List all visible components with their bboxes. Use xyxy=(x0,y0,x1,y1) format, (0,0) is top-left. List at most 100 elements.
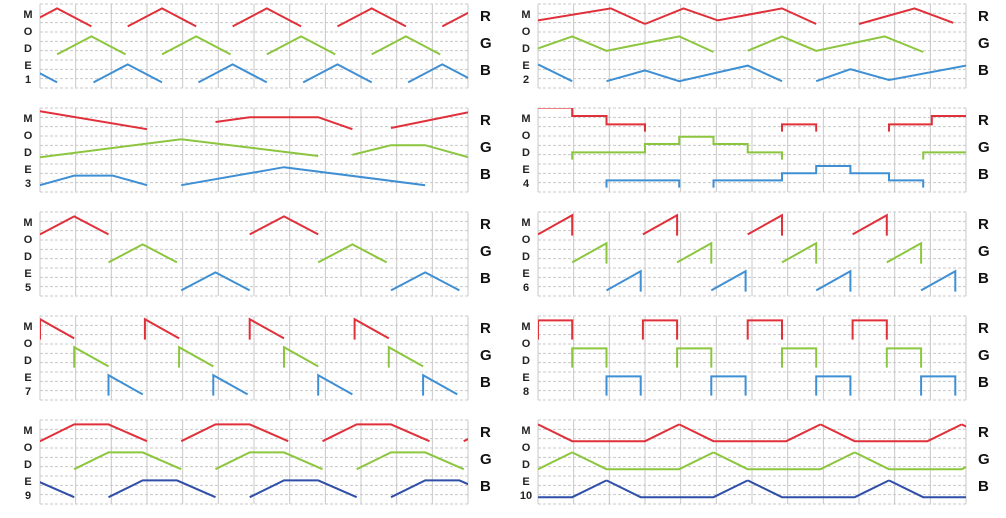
wave-g xyxy=(676,241,713,264)
mode-letter: D xyxy=(522,147,530,159)
mode-number: 5 xyxy=(25,282,31,294)
grid xyxy=(537,315,967,401)
mode-letter: D xyxy=(522,43,530,55)
mode-letter: O xyxy=(24,130,33,142)
grid xyxy=(537,3,967,89)
mode-letter: E xyxy=(24,372,31,384)
wave-b xyxy=(747,479,890,499)
mode-letter: D xyxy=(522,355,530,367)
mode-letter: E xyxy=(522,60,529,72)
mode-letter: E xyxy=(522,268,529,280)
mode-letter: O xyxy=(522,442,531,454)
waveforms xyxy=(538,7,966,83)
channel-label-g: G xyxy=(978,139,990,156)
wave-r xyxy=(322,423,430,443)
mode-number: 3 xyxy=(25,178,31,190)
wave-b xyxy=(180,271,251,292)
wave-r xyxy=(40,110,148,131)
mode-letter: O xyxy=(522,338,531,350)
wave-r xyxy=(40,215,109,236)
channel-label-b: B xyxy=(480,374,491,391)
wave-b xyxy=(606,269,642,292)
wave-r xyxy=(678,423,821,443)
mode-letter: E xyxy=(522,372,529,384)
mode-letter: M xyxy=(23,321,32,333)
wave-r xyxy=(40,318,75,340)
wave-r xyxy=(538,213,574,236)
mode-letter: D xyxy=(24,43,32,55)
channel-label-r: R xyxy=(978,320,989,337)
channel-label-g: G xyxy=(480,139,492,156)
wave-b xyxy=(888,479,966,499)
wave-g xyxy=(387,345,424,368)
wave-r xyxy=(40,7,92,28)
wave-g xyxy=(747,35,924,53)
mode-letter: M xyxy=(521,321,530,333)
wave-b xyxy=(422,373,458,396)
wave-r xyxy=(747,213,783,236)
channel-label-r: R xyxy=(480,8,491,25)
wave-b xyxy=(538,479,607,499)
mode-letter: E xyxy=(24,60,31,72)
mode-letter: M xyxy=(521,217,530,229)
wave-r xyxy=(851,319,888,340)
mode-letter: O xyxy=(24,26,33,38)
grid xyxy=(537,419,967,505)
channel-label-r: R xyxy=(978,216,989,233)
mode-number: 2 xyxy=(523,74,529,86)
channel-label-b: B xyxy=(480,62,491,79)
mode-letter: O xyxy=(24,234,33,246)
wave-g xyxy=(178,345,214,368)
wave-b xyxy=(302,63,373,84)
channel-label-g: G xyxy=(978,347,990,364)
wave-g xyxy=(922,151,966,160)
wave-b xyxy=(181,166,426,187)
waveforms xyxy=(538,213,957,292)
channel-label-g: G xyxy=(480,347,492,364)
wave-r xyxy=(180,423,289,443)
channel-label-r: R xyxy=(480,320,491,337)
mode-letter: E xyxy=(24,268,31,280)
channel-label-g: G xyxy=(480,243,492,260)
channel-label-g: G xyxy=(978,243,990,260)
waveforms xyxy=(40,215,460,292)
wave-b xyxy=(606,479,749,499)
grid xyxy=(537,107,967,193)
mode-letter: M xyxy=(23,425,32,437)
wave-g xyxy=(317,243,388,264)
waveforms xyxy=(0,423,468,499)
channel-label-b: B xyxy=(480,166,491,183)
mode-number: 6 xyxy=(523,282,529,294)
wave-r xyxy=(390,111,468,129)
channel-label-g: G xyxy=(480,451,492,468)
wave-g xyxy=(283,345,319,368)
wave-g xyxy=(854,451,966,471)
grid xyxy=(39,3,469,89)
wave-b xyxy=(390,271,460,292)
wave-b xyxy=(920,375,957,396)
wave-r xyxy=(538,423,680,443)
wave-r xyxy=(143,317,180,340)
wave-g xyxy=(886,241,923,264)
mode-letter: E xyxy=(522,476,529,488)
wave-r xyxy=(40,423,148,443)
wave-r xyxy=(852,213,888,236)
wave-g xyxy=(571,135,783,160)
wave-r xyxy=(353,317,390,340)
wave-r xyxy=(0,424,6,441)
wave-r xyxy=(888,115,966,132)
wave-g xyxy=(885,347,923,368)
wave-b xyxy=(212,373,249,396)
channel-label-b: B xyxy=(978,374,989,391)
waveforms xyxy=(40,317,458,396)
wave-r xyxy=(538,108,646,132)
wave-b xyxy=(197,63,268,84)
wave-g xyxy=(108,243,178,264)
channel-label-b: B xyxy=(978,62,989,79)
wave-g xyxy=(571,241,608,264)
